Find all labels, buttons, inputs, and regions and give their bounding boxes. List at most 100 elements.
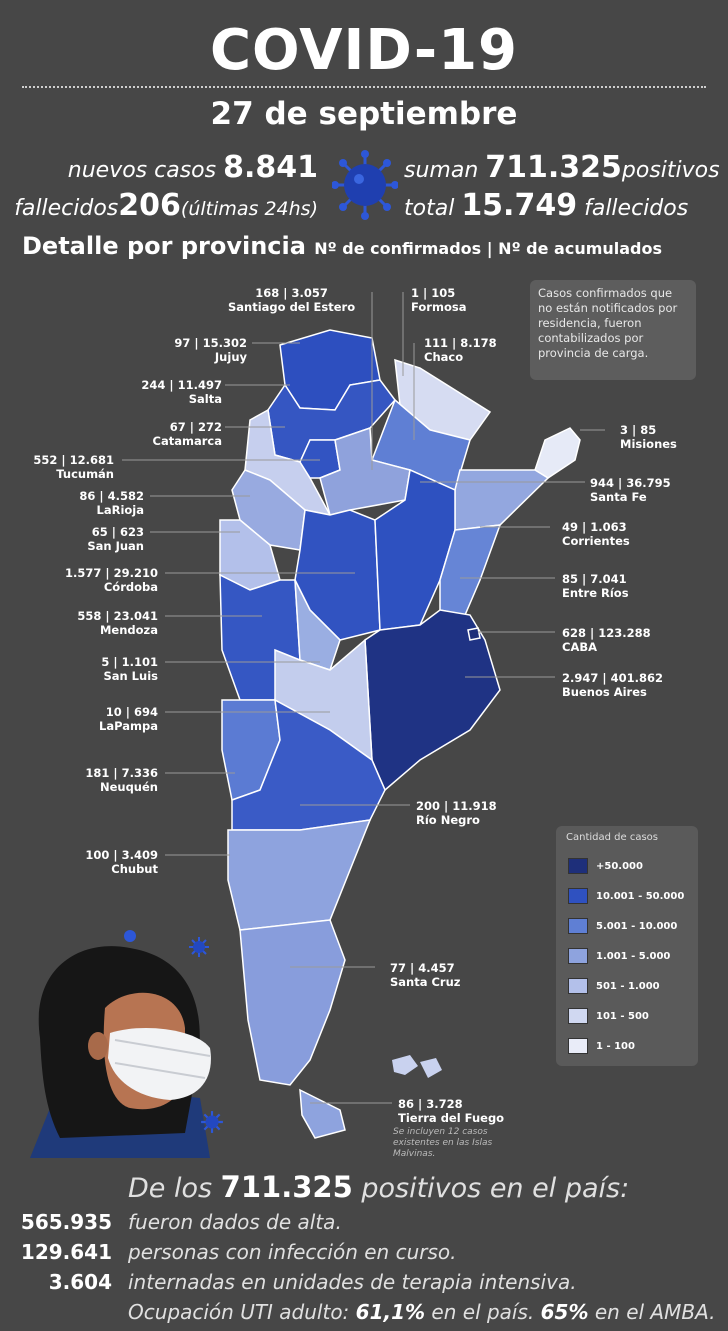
label-chubut: 100 | 3.409 Chubut bbox=[85, 848, 158, 876]
label-chaco: 111 | 8.178 Chaco bbox=[424, 336, 497, 364]
icu-occupancy-amba: 65% bbox=[540, 1300, 589, 1324]
legend-item: +50.000 bbox=[568, 858, 643, 874]
leader-lines bbox=[122, 292, 605, 1104]
label-santiago-del-estero: 168 | 3.057 Santiago del Estero bbox=[228, 286, 355, 314]
summary-number: 3.604 bbox=[48, 1270, 112, 1294]
legend-label: 1 - 100 bbox=[596, 1041, 635, 1052]
virus-icon bbox=[189, 937, 209, 957]
province-name: Misiones bbox=[620, 437, 677, 451]
new-cases-label: nuevos casos bbox=[67, 158, 217, 183]
legend-item: 501 - 1.000 bbox=[568, 978, 660, 994]
total-deaths-value: 15.749 bbox=[461, 188, 578, 223]
summary-text: internadas en unidades de terapia intens… bbox=[128, 1270, 577, 1294]
total-positive-value: 711.325 bbox=[485, 150, 622, 185]
province-value: 2.947 | 401.862 bbox=[562, 671, 663, 685]
province-name: San Luis bbox=[103, 669, 158, 683]
summary-intro-post: positivos en el país: bbox=[361, 1173, 630, 1204]
label-catamarca: 67 | 272 Catamarca bbox=[153, 420, 222, 448]
deaths-value: 206 bbox=[118, 188, 181, 223]
summary-number: 129.641 bbox=[20, 1240, 112, 1264]
legend-swatch bbox=[568, 888, 588, 904]
province-value: 558 | 23.041 bbox=[77, 609, 158, 623]
province-name: Buenos Aires bbox=[562, 685, 647, 699]
province-name: Mendoza bbox=[99, 623, 158, 637]
legend-item: 10.001 - 50.000 bbox=[568, 888, 684, 904]
summary-text: fueron dados de alta. bbox=[128, 1210, 342, 1234]
icu-occupancy-label: Ocupación UTI adulto: bbox=[128, 1300, 350, 1324]
province-santa-cruz bbox=[239, 919, 346, 1086]
deaths-stat: fallecidos206(últimas 24hs) bbox=[14, 188, 318, 223]
label-mendoza: 558 | 23.041 Mendoza bbox=[77, 609, 158, 637]
province-santiago-del-estero bbox=[319, 426, 411, 516]
summary-intro-pre: De los bbox=[128, 1173, 213, 1204]
label-tucuman: 552 | 12.681 Tucumán bbox=[33, 453, 114, 481]
legend-label: +50.000 bbox=[596, 861, 643, 872]
province-name: Chubut bbox=[111, 862, 158, 876]
legend-item: 5.001 - 10.000 bbox=[568, 918, 677, 934]
province-misiones bbox=[534, 427, 581, 479]
deaths-label: fallecidos bbox=[14, 196, 119, 221]
page-title: COVID-19 bbox=[209, 18, 519, 83]
legend-swatch bbox=[568, 1008, 588, 1024]
province-name: CABA bbox=[562, 640, 598, 654]
province-name: Entre Ríos bbox=[562, 586, 629, 600]
total-deaths-label: total bbox=[404, 196, 455, 221]
total-positive-suffix: positivos bbox=[621, 158, 720, 183]
province-name: Tucumán bbox=[56, 467, 114, 481]
province-value: 628 | 123.288 bbox=[562, 626, 651, 640]
province-value: 86 | 3.728 bbox=[398, 1097, 463, 1111]
summary-number: 565.935 bbox=[20, 1210, 112, 1234]
label-misiones: 3 | 85 Misiones bbox=[620, 423, 677, 451]
province-name: Corrientes bbox=[562, 534, 630, 548]
province-name: Santiago del Estero bbox=[228, 300, 356, 314]
legend-swatch bbox=[568, 948, 588, 964]
province-value: 944 | 36.795 bbox=[590, 476, 671, 490]
province-name: LaRioja bbox=[96, 503, 145, 517]
province-value: 244 | 11.497 bbox=[141, 378, 222, 392]
province-name: Catamarca bbox=[152, 434, 222, 448]
label-formosa: 1 | 105 Formosa bbox=[411, 286, 466, 314]
province-name: Río Negro bbox=[416, 813, 480, 827]
label-san-juan: 65 | 623 San Juan bbox=[87, 525, 144, 553]
woman-with-mask-illustration bbox=[30, 946, 211, 1158]
label-caba: 628 | 123.288 CABA bbox=[562, 626, 651, 654]
province-value: 1 | 105 bbox=[411, 286, 456, 300]
province-name: Formosa bbox=[411, 300, 467, 314]
province-name: San Juan bbox=[87, 539, 144, 553]
province-value: 85 | 7.041 bbox=[562, 572, 627, 586]
province-value: 181 | 7.336 bbox=[85, 766, 158, 780]
legend-item: 1 - 100 bbox=[568, 1038, 635, 1054]
province-value: 10 | 694 bbox=[105, 705, 158, 719]
legend-item: 101 - 500 bbox=[568, 1008, 649, 1024]
province-name: Chaco bbox=[424, 350, 464, 364]
province-value: 97 | 15.302 bbox=[174, 336, 247, 350]
province-value: 200 | 11.918 bbox=[416, 799, 497, 813]
province-san-luis bbox=[294, 579, 341, 671]
virus-icon bbox=[332, 150, 398, 220]
province-chubut bbox=[227, 819, 372, 931]
province-name: Tierra del Fuego bbox=[398, 1111, 505, 1125]
case-count-legend: Cantidad de casos +50.000 10.001 - 50.00… bbox=[556, 826, 698, 1066]
label-buenos-aires: 2.947 | 401.862 Buenos Aires bbox=[562, 671, 663, 699]
label-cordoba: 1.577 | 29.210 Córdoba bbox=[65, 566, 158, 594]
label-san-luis: 5 | 1.101 San Luis bbox=[101, 655, 158, 683]
title-divider bbox=[22, 86, 706, 88]
province-caba bbox=[467, 627, 481, 641]
label-santa-cruz: 77 | 4.457 Santa Cruz bbox=[390, 961, 460, 989]
province-detail-title: Detalle por provincia bbox=[22, 232, 306, 260]
malvinas-note: Se incluyen 12 casos existentes en las I… bbox=[393, 1127, 493, 1159]
province-value: 5 | 1.101 bbox=[101, 655, 158, 669]
notification-note: Casos confirmados que no están notificad… bbox=[530, 280, 696, 380]
label-la-pampa: 10 | 694 LaPampa bbox=[99, 705, 158, 733]
total-positive-stat: suman 711.325positivos bbox=[404, 150, 720, 185]
province-value: 3 | 85 bbox=[620, 423, 657, 437]
virus-icon bbox=[124, 930, 136, 942]
legend-swatch bbox=[568, 1038, 588, 1054]
label-salta: 244 | 11.497 Salta bbox=[141, 378, 222, 406]
new-cases-stat: nuevos casos 8.841 bbox=[68, 150, 318, 185]
label-neuquen: 181 | 7.336 Neuquén bbox=[85, 766, 158, 794]
province-value: 86 | 4.582 bbox=[79, 489, 144, 503]
province-detail-subtitle: Nº de confirmados | Nº de acumulados bbox=[314, 239, 663, 258]
province-name: Santa Fe bbox=[590, 490, 647, 504]
icu-occupancy-mid: en el país. bbox=[431, 1300, 535, 1324]
